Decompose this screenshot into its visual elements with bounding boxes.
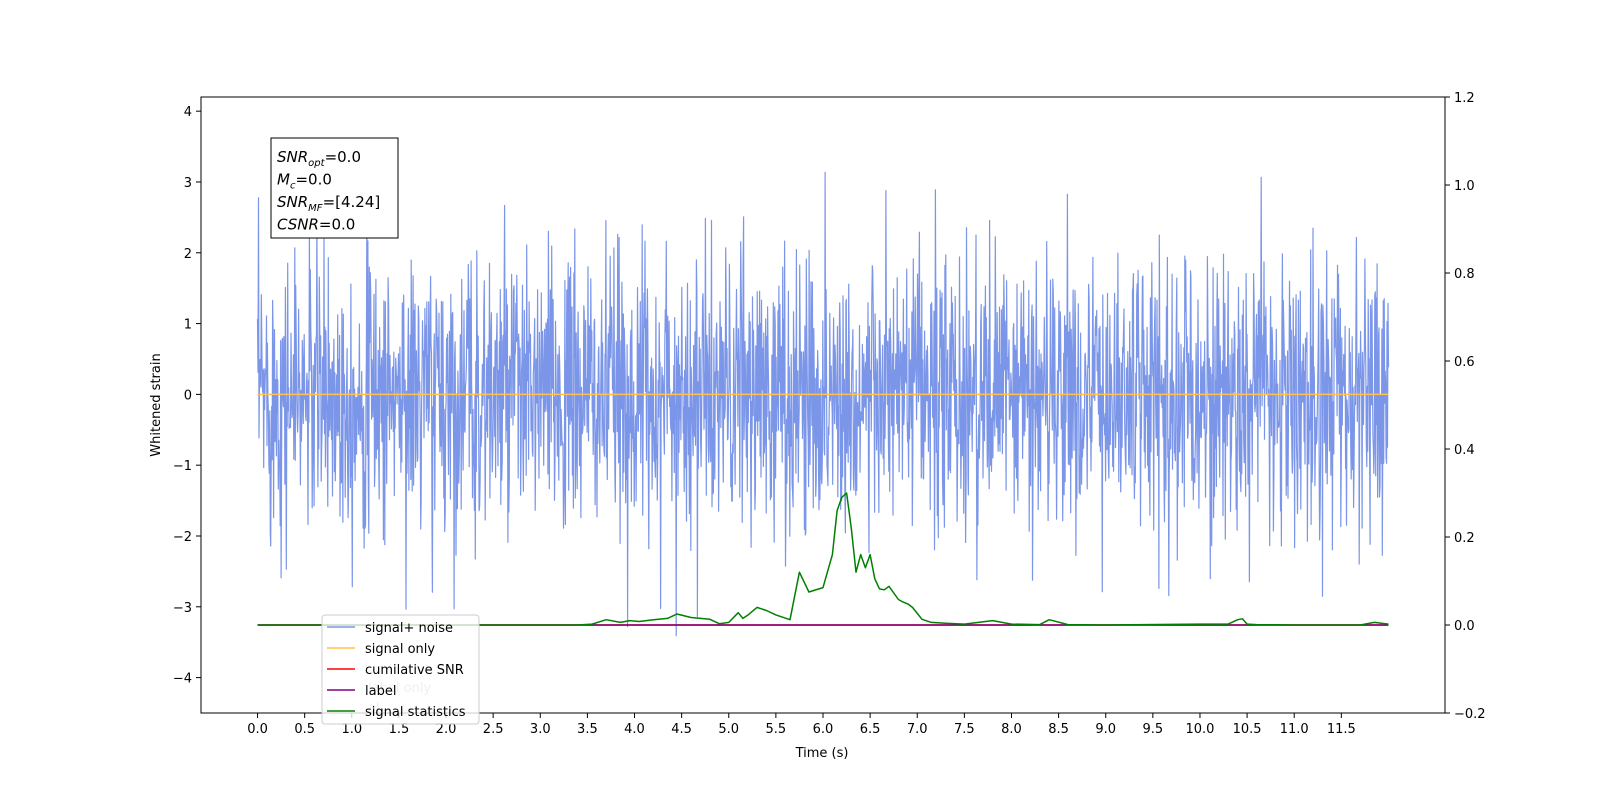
- x-tick-label: 7.5: [954, 722, 975, 737]
- y-tick-label: 0: [184, 388, 192, 403]
- x-tick-label: 2.0: [436, 722, 457, 737]
- annotation-line: CSNR=0.0: [277, 216, 355, 234]
- x-axis: 0.0 0.5 1.0 1.5 2.0 2.5 3.0 3.5 4.0 4.5 5.0 5.5 6.0 6…: [247, 713, 1356, 737]
- annotation-subscript: MF: [308, 203, 323, 214]
- legend-label: signal statistics: [365, 705, 466, 720]
- legend-label: signal+ noise: [365, 621, 453, 636]
- annotation-symbol: M: [277, 171, 290, 189]
- plot-data-area: [256, 171, 1390, 637]
- x-tick-label: 8.5: [1048, 722, 1069, 737]
- annotation-value: =0.0: [319, 216, 355, 234]
- y2-tick-label: −0.2: [1454, 707, 1486, 722]
- x-tick-label: 6.0: [813, 722, 834, 737]
- x-tick-label: 2.5: [483, 722, 504, 737]
- legend-box: [321, 614, 480, 725]
- y-tick-label: −1: [173, 459, 192, 474]
- annotation-value: =[4.24]: [323, 193, 381, 211]
- y-tick-label: −2: [173, 530, 192, 545]
- y2-tick-label: 1.0: [1454, 179, 1475, 194]
- x-axis-label: Time (s): [795, 746, 849, 761]
- y-axis-label: Whitened strain: [149, 353, 164, 456]
- y2-tick-label: 0.8: [1454, 267, 1475, 282]
- annotation-line: SNRopt=0.0: [277, 148, 361, 169]
- y2-tick-label: 0.6: [1454, 355, 1475, 370]
- annotation-subscript: c: [290, 181, 296, 192]
- x-tick-label: 6.5: [860, 722, 881, 737]
- y-tick-label: 3: [184, 176, 192, 191]
- x-tick-label: 1.0: [341, 722, 362, 737]
- x-tick-label: 10.0: [1185, 722, 1214, 737]
- annotation-line: Mc=0.0: [277, 171, 332, 192]
- x-tick-label: 8.0: [1001, 722, 1022, 737]
- y2-tick-label: 0.0: [1454, 619, 1475, 634]
- series-line-signal-noise: [256, 171, 1390, 637]
- x-tick-label: 9.0: [1095, 722, 1116, 737]
- annotation-box-frame: [270, 137, 399, 239]
- x-tick-label: 4.5: [671, 722, 692, 737]
- x-tick-label: 7.0: [907, 722, 928, 737]
- y2-tick-label: 0.2: [1454, 531, 1475, 546]
- legend-label: cumilative SNR: [365, 663, 464, 678]
- x-tick-label: 11.5: [1327, 722, 1356, 737]
- y-tick-label: −3: [173, 601, 192, 616]
- y2-tick-label: 1.2: [1454, 91, 1475, 106]
- x-tick-label: 0.5: [294, 722, 315, 737]
- annotation-subscript: opt: [308, 158, 325, 169]
- annotation-value: =0.0: [325, 148, 361, 166]
- x-tick-label: 1.5: [389, 722, 410, 737]
- x-tick-label: 5.5: [766, 722, 787, 737]
- y-axis-left: −4 −3 −2 −1 0 1 2 3 4: [173, 105, 201, 687]
- x-tick-label: 3.5: [577, 722, 598, 737]
- series-line-signal-statistics: [257, 492, 1389, 626]
- annotation-line: SNRMF=[4.24]: [277, 193, 380, 214]
- annotation-symbol: SNR: [277, 193, 308, 211]
- legend-label: signal only: [365, 642, 435, 657]
- y2-tick-label: 0.4: [1454, 443, 1475, 458]
- x-tick-label: 5.0: [718, 722, 739, 737]
- x-tick-label: 0.0: [247, 722, 268, 737]
- x-tick-label: 11.0: [1280, 722, 1309, 737]
- y-tick-label: 4: [184, 105, 192, 120]
- y-tick-label: 2: [184, 247, 192, 262]
- x-tick-label: 10.5: [1233, 722, 1262, 737]
- annotation-symbol: CSNR: [277, 216, 319, 234]
- y-axis-right: −0.2 0.0 0.2 0.4 0.6 0.8 1.0 1.2: [1445, 91, 1486, 722]
- x-tick-label: 4.0: [624, 722, 645, 737]
- y-tick-label: −4: [173, 672, 192, 687]
- legend-label: label: [365, 684, 396, 699]
- annotation-value: =0.0: [295, 171, 331, 189]
- y-tick-label: 1: [184, 318, 192, 333]
- x-tick-label: 9.5: [1143, 722, 1164, 737]
- x-tick-label: 3.0: [530, 722, 551, 737]
- annotation-symbol: SNR: [277, 148, 308, 166]
